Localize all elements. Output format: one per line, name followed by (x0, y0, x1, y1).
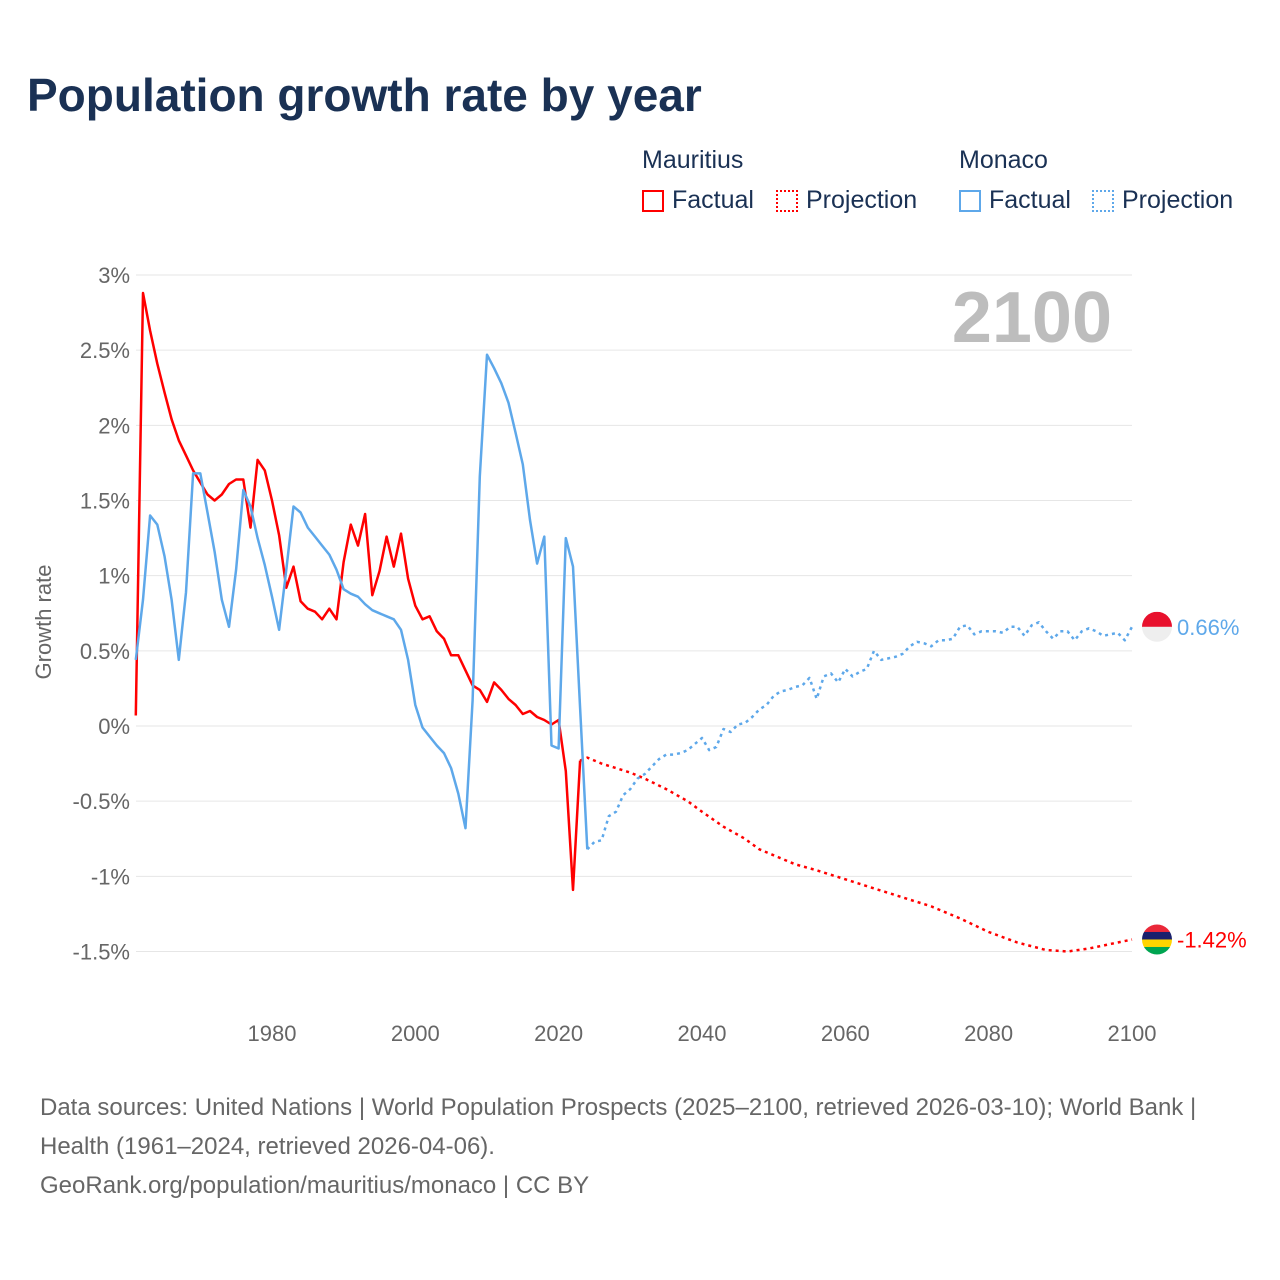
y-axis-label: Growth rate (31, 565, 56, 680)
legend-swatch-solid-red (642, 189, 664, 212)
y-tick-label: 2% (98, 413, 130, 438)
legend-label: Projection (1122, 186, 1234, 214)
legend-label: Projection (806, 186, 918, 214)
x-tick-label: 2040 (678, 1021, 727, 1046)
legend-group-mauritius: Mauritius (642, 146, 744, 174)
flag-stripe (1142, 924, 1172, 933)
series-line-monaco-factual (134, 353, 589, 850)
legend-label: Factual (672, 186, 754, 214)
x-tick-label: 1980 (247, 1021, 296, 1046)
y-tick-label: 3% (98, 263, 130, 288)
flag-stripe (1142, 611, 1172, 628)
x-tick-label: 2100 (1108, 1021, 1157, 1046)
x-tick-label: 2020 (534, 1021, 583, 1046)
end-value-label: -1.42% (1177, 927, 1247, 952)
credit-link[interactable]: GeoRank.org/population/mauritius/monaco … (40, 1172, 590, 1199)
legend-swatch-dotted-blue (1092, 189, 1114, 212)
flag-stripe (1142, 931, 1172, 940)
x-tick-label: 2000 (391, 1021, 440, 1046)
legend-monaco-projection[interactable]: Projection (1092, 186, 1233, 215)
y-tick-label: -1.5% (73, 940, 130, 965)
y-tick-label: 1.5% (80, 489, 130, 514)
y-tick-label: 2.5% (80, 338, 130, 363)
series-line-mauritius-factual (134, 291, 582, 892)
flag-mauritius-icon (1142, 924, 1172, 955)
legend-swatch-dotted-red (776, 189, 798, 212)
y-tick-label: -1% (91, 864, 130, 889)
legend-group-monaco: Monaco (959, 146, 1048, 174)
flag-stripe (1142, 939, 1172, 948)
series-line-monaco-projection (586, 621, 1134, 851)
footer: Data sources: United Nations | World Pop… (40, 1088, 1240, 1205)
legend-monaco-factual[interactable]: Factual (959, 186, 1071, 215)
series-line-mauritius-projection (579, 756, 1133, 953)
chart-title: Population growth rate by year (27, 69, 702, 121)
data-sources: Data sources: United Nations | World Pop… (40, 1094, 1197, 1160)
end-value-label: 0.66% (1177, 615, 1239, 640)
flag-monaco-icon (1142, 611, 1172, 642)
x-tick-label: 2080 (964, 1021, 1013, 1046)
legend-swatch-solid-blue (959, 189, 981, 212)
legend-mauritius-factual[interactable]: Factual (642, 186, 754, 215)
x-tick-label: 2060 (821, 1021, 870, 1046)
legend-mauritius-projection[interactable]: Projection (776, 186, 917, 215)
y-tick-label: 0% (98, 714, 130, 739)
year-watermark: 2100 (952, 278, 1112, 358)
flag-stripe (1142, 626, 1172, 642)
y-tick-label: 1% (98, 564, 130, 589)
y-tick-label: 0.5% (80, 639, 130, 664)
chart-area: 3% 2.5% 2% 1.5% 1% 0.5% 0% -0.5% -1% -1.5% 1980 200… (31, 263, 1247, 1046)
legend-label: Factual (989, 186, 1071, 214)
flag-stripe (1142, 946, 1172, 955)
y-tick-label: -0.5% (73, 789, 130, 814)
